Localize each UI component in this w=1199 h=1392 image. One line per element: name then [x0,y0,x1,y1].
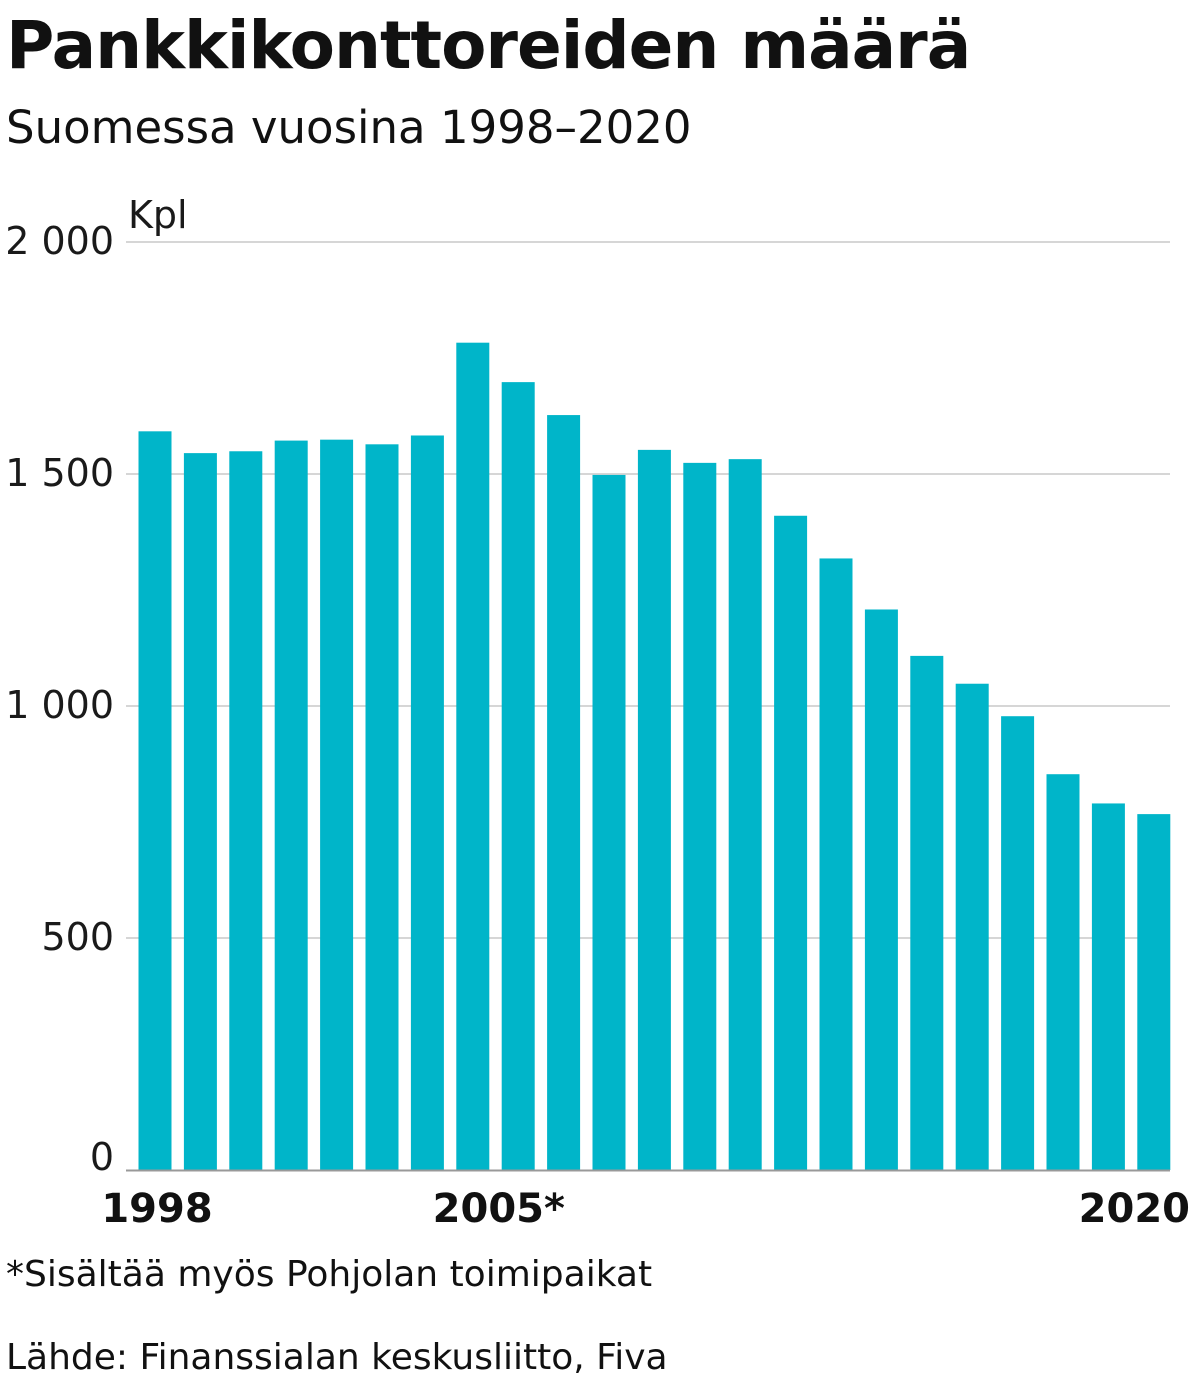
axis-labels: 0 500 1 000 1 500 2 000 Kpl 1998 2005* 2020 [5,193,1190,1232]
bar-2015 [910,655,944,1170]
bar-2017 [1001,716,1035,1170]
bar-2010 [683,462,717,1170]
bar-2002 [320,439,354,1170]
bar-1998 [138,431,172,1170]
bar-2013 [819,558,853,1170]
y-axis-unit-label: Kpl [128,193,188,237]
bar-2000 [229,451,263,1170]
bar-2001 [274,440,308,1170]
bar-2014 [864,609,898,1170]
bar-2007 [547,415,581,1170]
chart-subtitle: Suomessa vuosina 1998–2020 [6,101,692,154]
bar-2004 [410,435,444,1170]
bar-2003 [365,444,399,1171]
x-tick-label: 1998 [101,1186,212,1232]
y-tick-label: 500 [41,915,114,959]
chart-title: Pankkikonttoreiden määrä [6,7,971,84]
footnote: *Sisältää myös Pohjolan toimipaikat [6,1254,653,1295]
bars [138,342,1171,1171]
y-tick-label: 1 500 [5,451,114,495]
bar-2020 [1137,814,1171,1170]
bar-2009 [637,449,671,1170]
y-tick-label: 1 000 [5,683,114,727]
bar-2016 [955,683,989,1170]
bar-2012 [774,515,808,1170]
x-tick-label: 2020 [1079,1186,1190,1232]
bar-2008 [592,474,626,1171]
bar-chart: 0 500 1 000 1 500 2 000 Kpl 1998 2005* 2020 [5,193,1190,1232]
y-tick-label: 0 [90,1135,114,1179]
bar-1999 [183,453,217,1170]
x-tick-label: 2005* [433,1186,565,1232]
source-note: Lähde: Finanssialan keskusliitto, Fiva [6,1337,668,1378]
y-tick-label: 2 000 [5,219,114,263]
bar-2011 [728,459,762,1171]
bar-2006 [501,382,535,1170]
bar-2018 [1046,774,1080,1170]
bar-2005 [456,342,490,1170]
bar-2019 [1091,803,1125,1170]
